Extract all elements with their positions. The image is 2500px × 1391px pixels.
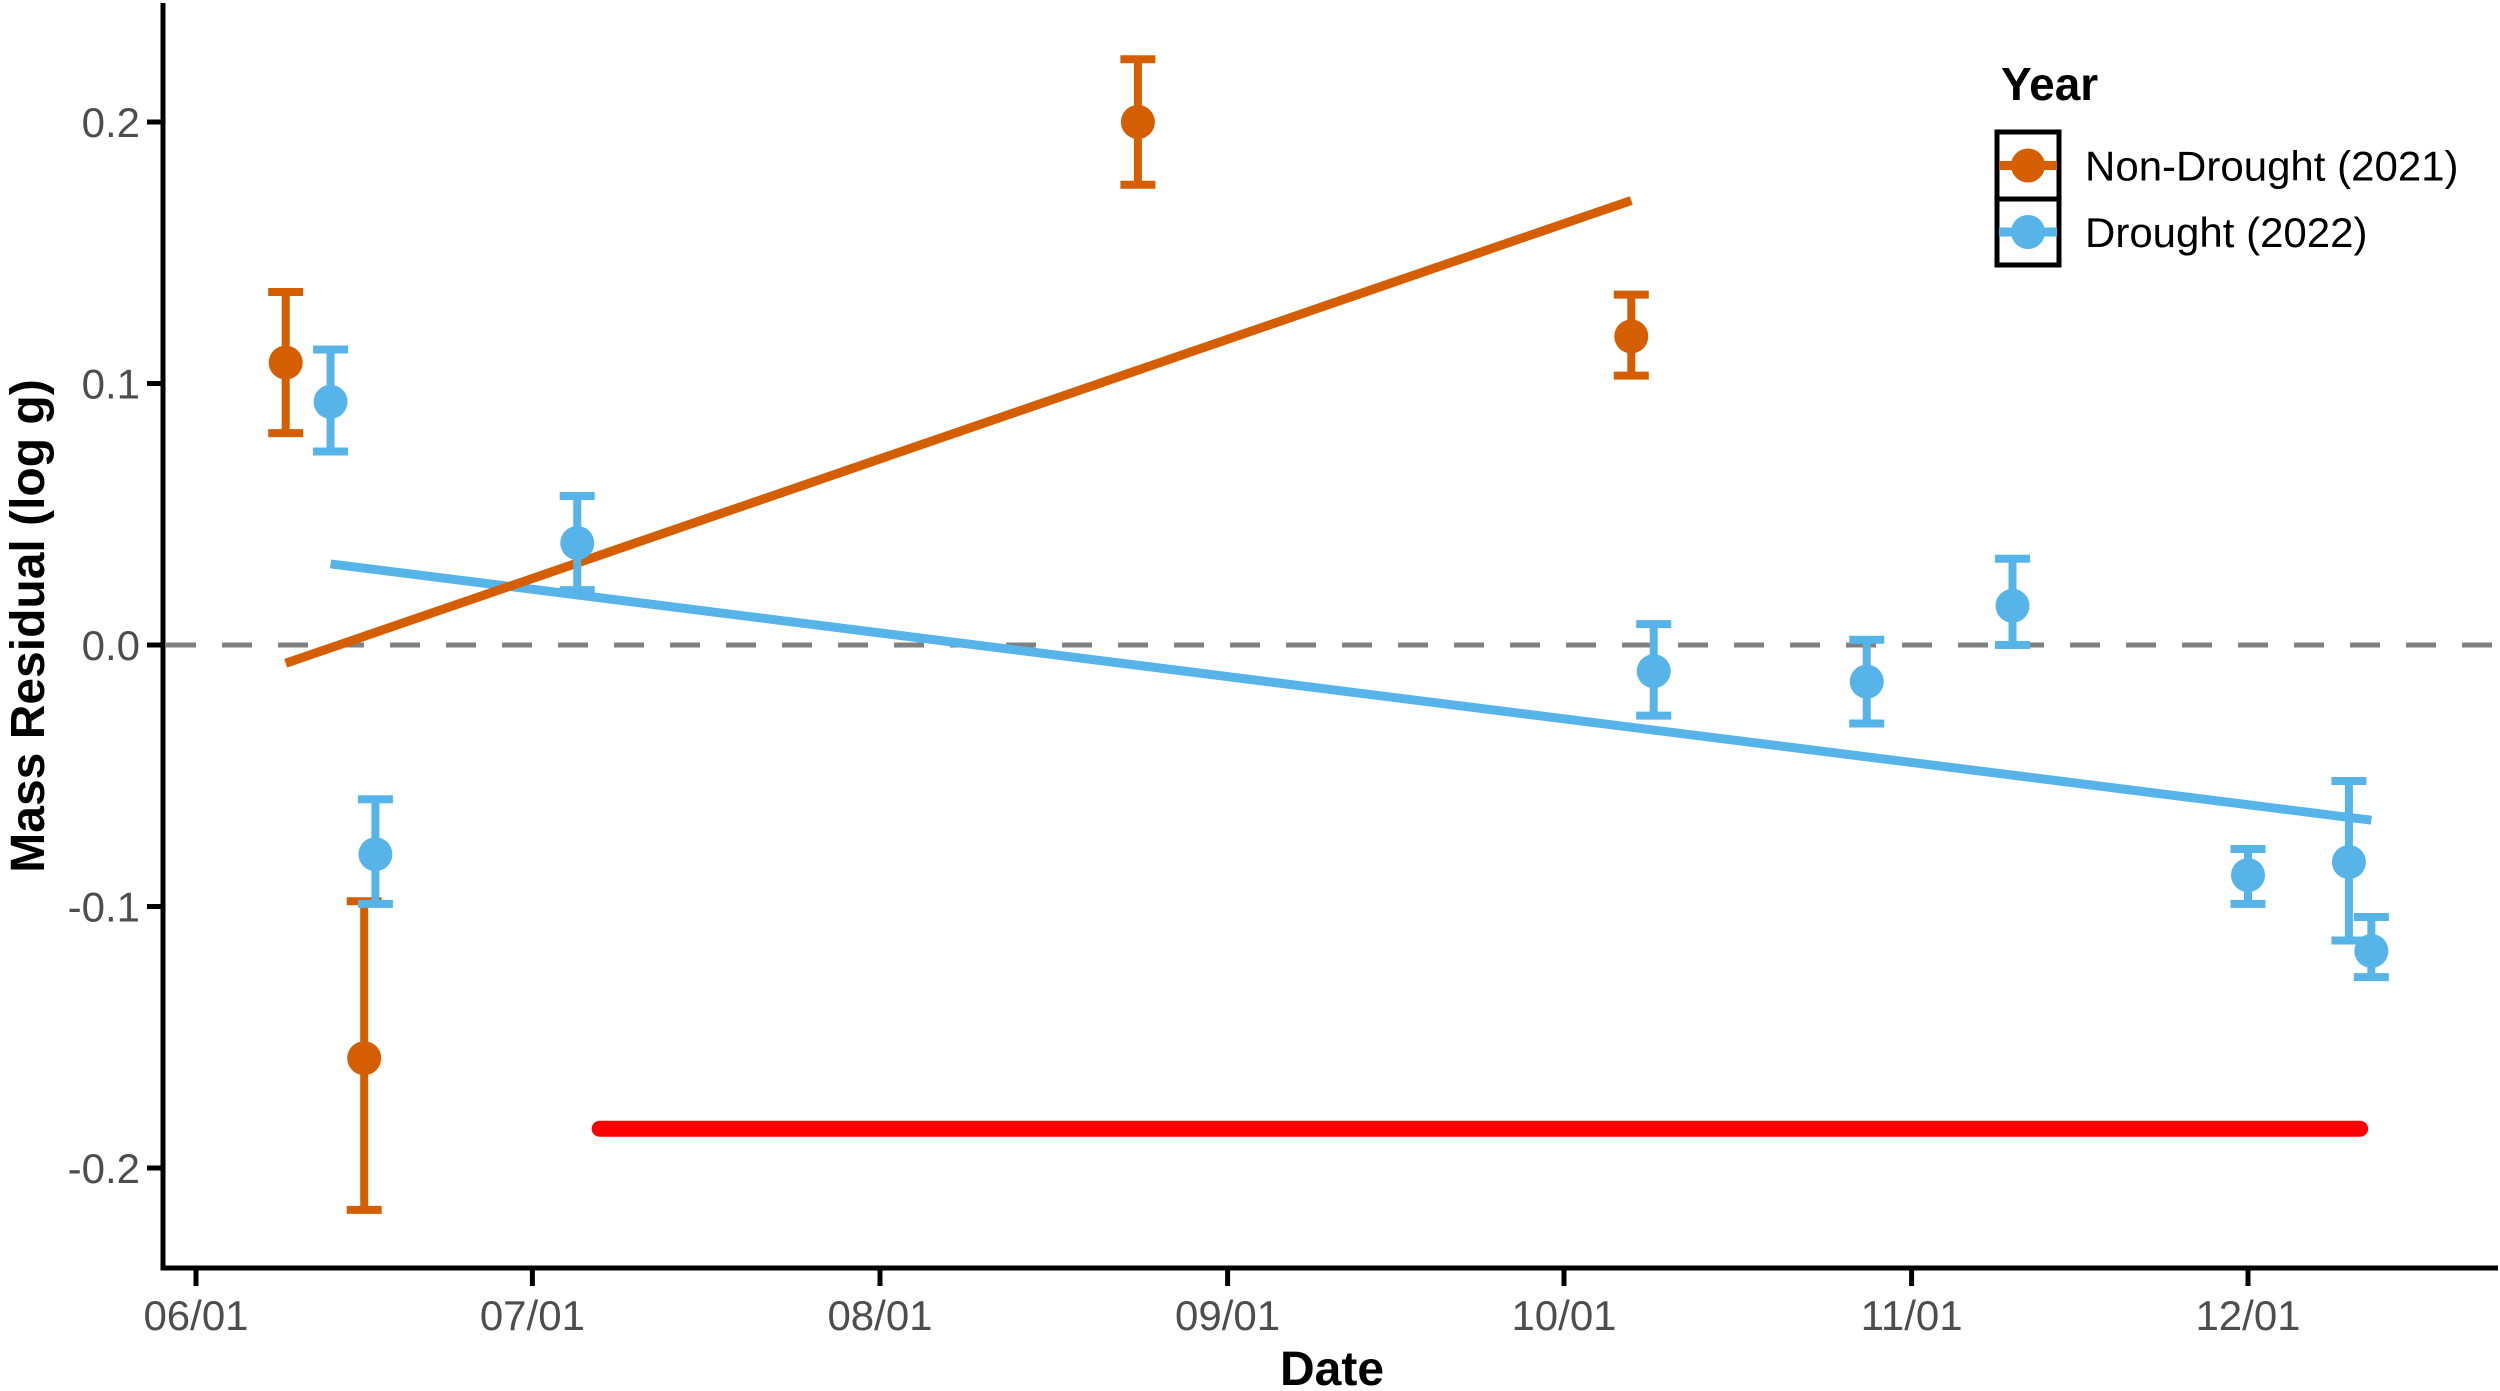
- trend-line-drought-2022: [329, 559, 2372, 825]
- y-tick-label: -0.1: [68, 884, 140, 931]
- legend-marker-drought-2022: [2011, 215, 2045, 249]
- point-drought-2022: [2331, 845, 2366, 880]
- point-drought-2022: [358, 837, 393, 872]
- y-tick-label: 0.2: [82, 99, 140, 146]
- x-tick-label: 09/01: [1175, 1292, 1280, 1339]
- y-tick-label: 0.1: [82, 361, 140, 408]
- point-non-drought-2021: [268, 345, 303, 380]
- legend-title: Year: [2001, 58, 2098, 110]
- point-drought-2022: [2354, 933, 2389, 968]
- point-drought-2022: [560, 526, 595, 561]
- point-non-drought-2021: [1120, 105, 1155, 139]
- point-drought-2022: [1849, 664, 1884, 699]
- y-tick-label: 0.0: [82, 622, 140, 669]
- x-tick-label: 07/01: [480, 1292, 585, 1339]
- legend-label-non-drought-2021: Non-Drought (2021): [2085, 143, 2459, 190]
- point-drought-2022: [313, 384, 348, 419]
- point-non-drought-2021: [347, 1041, 382, 1076]
- x-tick-label: 11/01: [1861, 1292, 1963, 1339]
- legend-marker-non-drought-2021: [2011, 148, 2045, 183]
- point-drought-2022: [1636, 654, 1671, 689]
- x-tick-label: 08/01: [827, 1292, 932, 1339]
- x-tick-label: 12/01: [2195, 1292, 2300, 1339]
- legend-label-drought-2022: Drought (2022): [2085, 209, 2368, 256]
- trend-line-non-drought-2021: [284, 196, 1633, 668]
- point-drought-2022: [1995, 588, 2030, 623]
- x-tick-label: 06/01: [143, 1292, 248, 1339]
- point-drought-2022: [2231, 858, 2265, 893]
- x-axis-title: Date: [1280, 1343, 1384, 1391]
- point-non-drought-2021: [1614, 319, 1649, 354]
- y-axis-title: Mass Residual (log g): [2, 379, 55, 872]
- y-tick-label: -0.2: [68, 1145, 140, 1192]
- x-tick-label: 10/01: [1511, 1292, 1616, 1339]
